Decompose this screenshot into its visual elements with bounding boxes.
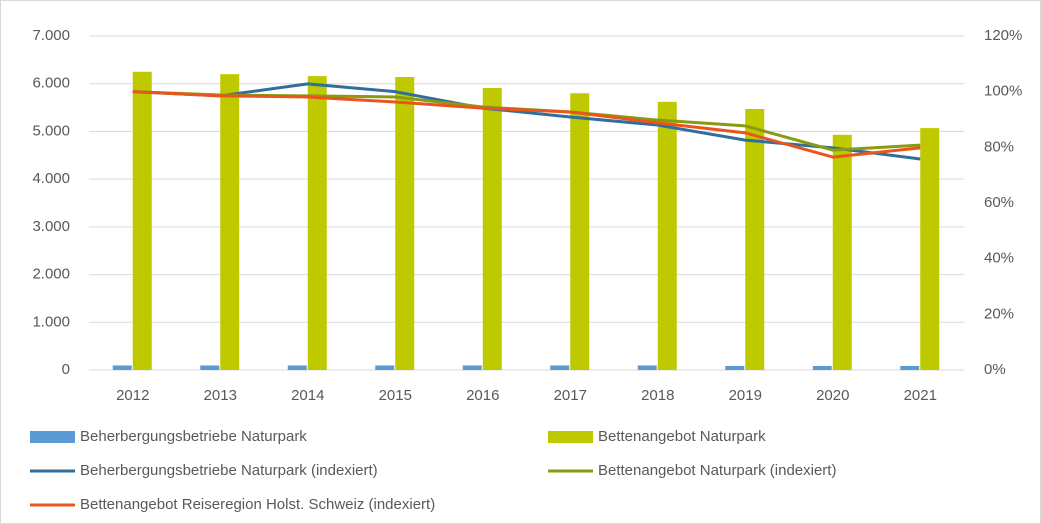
bar xyxy=(900,365,920,370)
legend-label: Bettenangebot Naturpark xyxy=(598,428,766,445)
bar xyxy=(637,365,657,370)
y-tick-label: 5.000 xyxy=(32,122,70,139)
x-tick-label: 2018 xyxy=(641,387,674,404)
x-tick-label: 2017 xyxy=(554,387,587,404)
bar xyxy=(832,134,852,370)
bar xyxy=(570,93,590,370)
legend-label: Bettenangebot Naturpark (indexiert) xyxy=(598,462,836,479)
y-tick-label: 6.000 xyxy=(32,75,70,92)
legend-label: Bettenangebot Reiseregion Holst. Schweiz… xyxy=(80,496,435,513)
legend-label: Beherbergungsbetriebe Naturpark xyxy=(80,428,307,445)
y2-tick-label: 40% xyxy=(984,250,1014,267)
bar xyxy=(220,74,240,371)
y2-tick-label: 80% xyxy=(984,138,1014,155)
x-tick-label: 2020 xyxy=(816,387,849,404)
x-tick-label: 2015 xyxy=(379,387,412,404)
y-tick-label: 4.000 xyxy=(32,170,70,187)
y2-tick-label: 20% xyxy=(984,305,1014,322)
bar xyxy=(745,109,765,370)
x-tick-label: 2021 xyxy=(904,387,937,404)
bar xyxy=(482,88,502,370)
x-tick-label: 2014 xyxy=(291,387,324,404)
x-tick-label: 2013 xyxy=(204,387,237,404)
bar xyxy=(375,365,395,370)
bar xyxy=(200,365,220,370)
bar xyxy=(112,365,132,370)
y-tick-label: 2.000 xyxy=(32,266,70,283)
y2-tick-label: 60% xyxy=(984,194,1014,211)
y-tick-label: 0 xyxy=(62,361,70,378)
bar xyxy=(307,76,327,370)
y2-tick-label: 100% xyxy=(984,83,1022,100)
bar xyxy=(462,365,482,370)
bar xyxy=(132,71,152,371)
bar xyxy=(725,365,745,370)
bar xyxy=(287,365,307,370)
x-tick-label: 2016 xyxy=(466,387,499,404)
bar xyxy=(920,128,940,370)
y-tick-label: 1.000 xyxy=(32,313,70,330)
legend-swatch xyxy=(30,431,75,443)
bar xyxy=(395,77,415,370)
y-tick-label: 3.000 xyxy=(32,218,70,235)
y-tick-label: 7.000 xyxy=(32,27,70,44)
x-tick-label: 2012 xyxy=(116,387,149,404)
x-tick-label: 2019 xyxy=(729,387,762,404)
legend-swatch xyxy=(548,431,593,443)
y2-tick-label: 120% xyxy=(984,27,1022,44)
line-series xyxy=(132,90,921,159)
legend-label: Beherbergungsbetriebe Naturpark (indexie… xyxy=(80,462,378,479)
y2-tick-label: 0% xyxy=(984,361,1006,378)
bar xyxy=(550,365,570,370)
bar xyxy=(657,101,677,371)
bar xyxy=(812,365,832,370)
